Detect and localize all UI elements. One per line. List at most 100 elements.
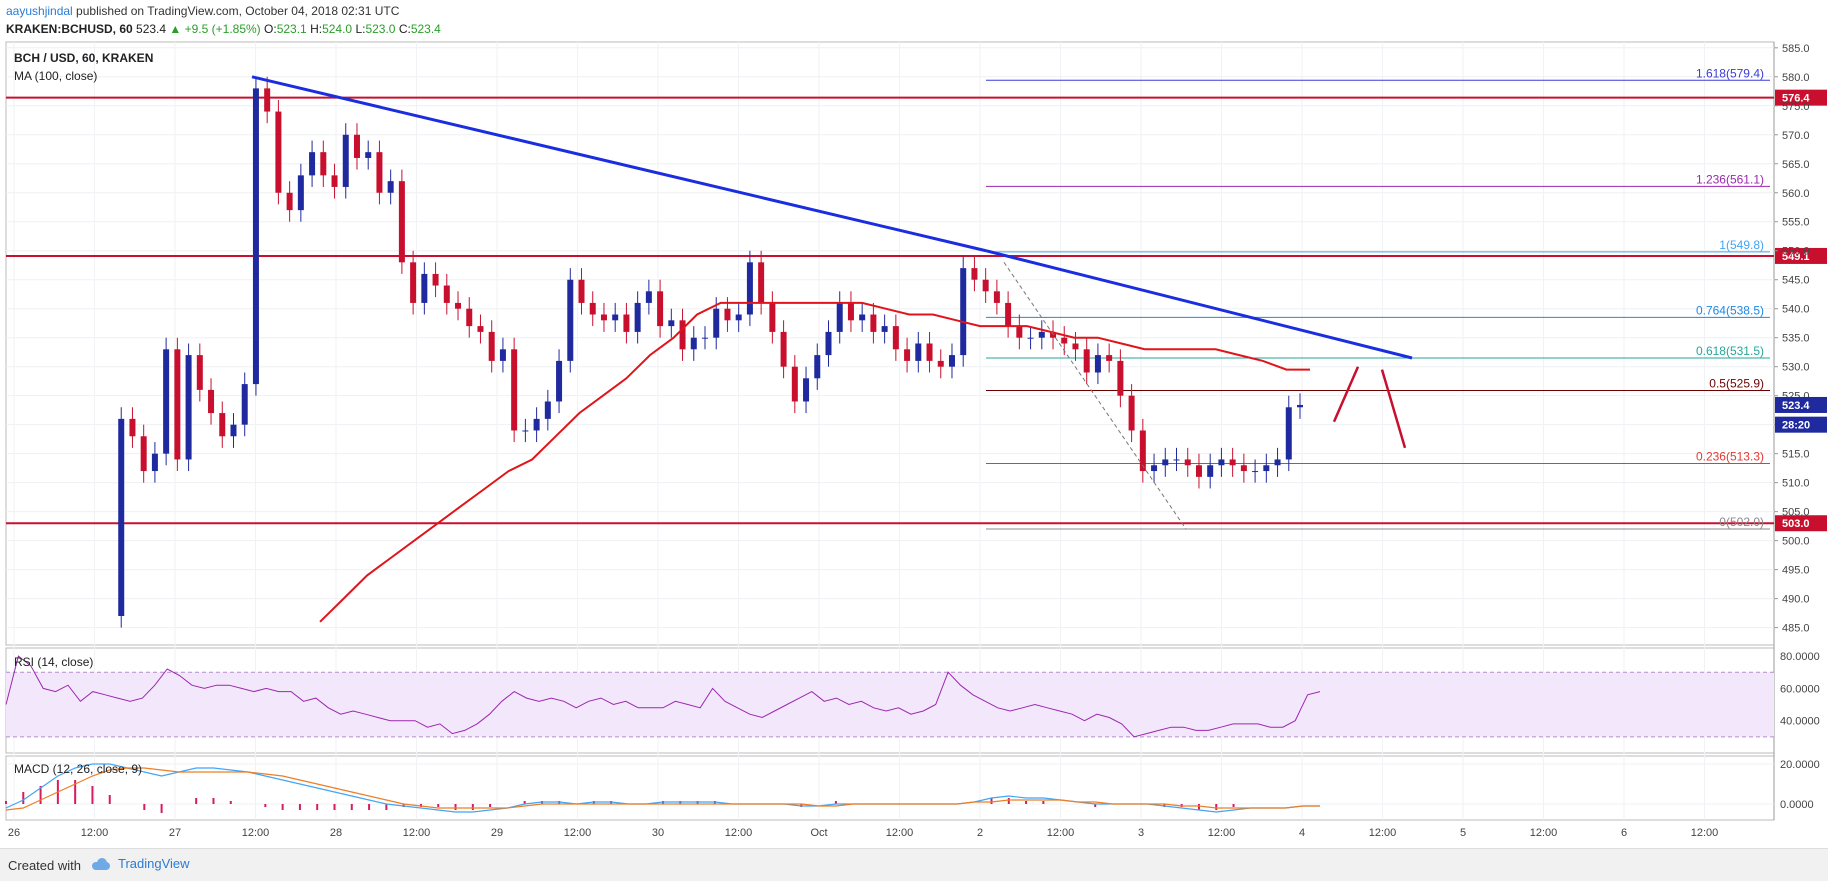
x-tick-label: 12:00 [1530, 827, 1558, 839]
fibonacci-levels: 1.618(579.4) 1.236(561.1) 1(549.8) 0.764(53… [986, 66, 1770, 530]
y-tick-label: 570.0 [1782, 130, 1810, 142]
tradingview-cloud-icon [90, 857, 112, 870]
symbol-quote: KRAKEN:BCHUSD, 60 523.4 ▲ +9.5 (+1.85%) … [6, 22, 441, 36]
y-tick-label: 505.0 [1782, 507, 1810, 519]
candle-body [1285, 407, 1292, 460]
x-tick-label: 5 [1460, 827, 1466, 839]
candle-body [623, 314, 630, 332]
candle-body [1218, 459, 1225, 466]
footer-bar: Created with TradingView [0, 848, 1828, 881]
candle-body [533, 418, 540, 431]
author-link[interactable]: aayushjindal [6, 4, 73, 18]
fib-level-label: 0.5(525.9) [1709, 376, 1764, 390]
x-tick-label: 12:00 [1369, 827, 1397, 839]
candle-body [814, 355, 821, 379]
current-price-label: 28:20 [1782, 420, 1810, 432]
x-tick-label: 12:00 [564, 827, 592, 839]
candle-body [1061, 337, 1068, 344]
fib-level-label: 1(549.8) [1719, 238, 1764, 252]
candle-body [151, 453, 158, 472]
candle-body [443, 285, 450, 303]
candle-body [960, 268, 967, 356]
candle-body [309, 152, 316, 176]
level-price-tag [1775, 247, 1827, 264]
candle-body [466, 308, 473, 327]
level-price-label: 549.1 [1782, 251, 1810, 263]
tradingview-brand[interactable]: TradingView [90, 856, 190, 871]
open-value: 523.1 [276, 22, 307, 36]
candle-body [252, 88, 259, 385]
x-tick-label: 4 [1299, 827, 1305, 839]
fib-level-label: 1.236(561.1) [1696, 172, 1764, 186]
candle-body [1083, 349, 1090, 373]
y-tick-label: 575.0 [1782, 101, 1810, 113]
candle-body [780, 331, 787, 367]
drawing-tools [251, 75, 1413, 530]
macd-pane-title: MACD (12, 26, close, 9) [14, 762, 143, 776]
fib-level-label: 0(502.0) [1719, 515, 1764, 529]
candle-body [1263, 465, 1270, 472]
candle-body [544, 401, 551, 419]
candle-body [488, 331, 495, 361]
current-price-tag [1775, 416, 1827, 433]
level-price-label: 576.4 [1782, 93, 1810, 105]
candle-body [791, 366, 798, 402]
chart-header: aayushjindal published on TradingView.co… [0, 0, 1828, 40]
x-tick-label: 12:00 [1691, 827, 1719, 839]
x-tick-label: 6 [1621, 827, 1627, 839]
candle-body [825, 331, 832, 356]
candle-body [926, 343, 933, 361]
y-tick-label: 490.0 [1782, 594, 1810, 606]
candle-body [589, 302, 596, 315]
candle-body [556, 360, 563, 402]
open-label: O: [264, 22, 277, 36]
candle-body [982, 279, 989, 292]
candle-body [331, 175, 338, 187]
candle-body [634, 302, 641, 332]
close-label: C: [398, 22, 411, 36]
candle-body [1106, 355, 1113, 361]
candle-body [746, 262, 753, 315]
fib-level-label: 0.764(538.5) [1696, 303, 1764, 317]
fib-dashed-line [1003, 262, 1187, 530]
x-tick-label: Oct [810, 827, 827, 839]
candle-body [993, 291, 1000, 303]
main-pane-title: BCH / USD, 60, KRAKEN [14, 51, 154, 65]
rsi-tick-label: 40.0000 [1780, 716, 1820, 728]
ma-legend: MA (100, close) [14, 69, 98, 83]
candle-body [140, 436, 147, 472]
macd-line [5, 763, 1320, 813]
x-tick-label: 30 [652, 827, 664, 839]
time-axis[interactable]: 26 12:00 27 12:00 28 12:00 29 12:00 30 12:00 Oct 12… [8, 827, 1718, 839]
candle-body [264, 88, 271, 112]
candle-body [1229, 459, 1236, 466]
candle-body [600, 314, 607, 321]
candle-body [1162, 459, 1169, 466]
last-price: 523.4 [136, 22, 167, 36]
candle-body [297, 175, 304, 211]
candle-body [511, 349, 518, 431]
horizontal-levels: 576.4 549.1 503.0 [6, 89, 1827, 532]
created-with-text: Created with [8, 858, 81, 873]
candle-body [387, 181, 394, 193]
candle-body [1297, 404, 1303, 408]
candle-body [1027, 337, 1034, 339]
price-axis[interactable]: 485.0490.0495.0500.0505.0510.0515.0520.0… [1774, 43, 1827, 635]
brand-label: TradingView [118, 856, 190, 871]
candle-body [219, 413, 226, 437]
rsi-tick-label: 80.0000 [1780, 651, 1820, 663]
fib-level-label: 0.618(531.5) [1696, 344, 1764, 358]
level-price-tag [1775, 515, 1827, 532]
candle-body [241, 384, 248, 425]
candle-body [679, 320, 686, 350]
x-tick-label: 12:00 [403, 827, 431, 839]
candle-body [713, 308, 720, 338]
candle-body [499, 349, 506, 361]
current-price-tag [1775, 396, 1827, 413]
rsi-tick-label: 60.0000 [1780, 683, 1820, 695]
y-tick-label: 530.0 [1782, 362, 1810, 374]
y-tick-label: 585.0 [1782, 43, 1810, 55]
low-value: 523.0 [365, 22, 396, 36]
candle-body [645, 291, 652, 303]
